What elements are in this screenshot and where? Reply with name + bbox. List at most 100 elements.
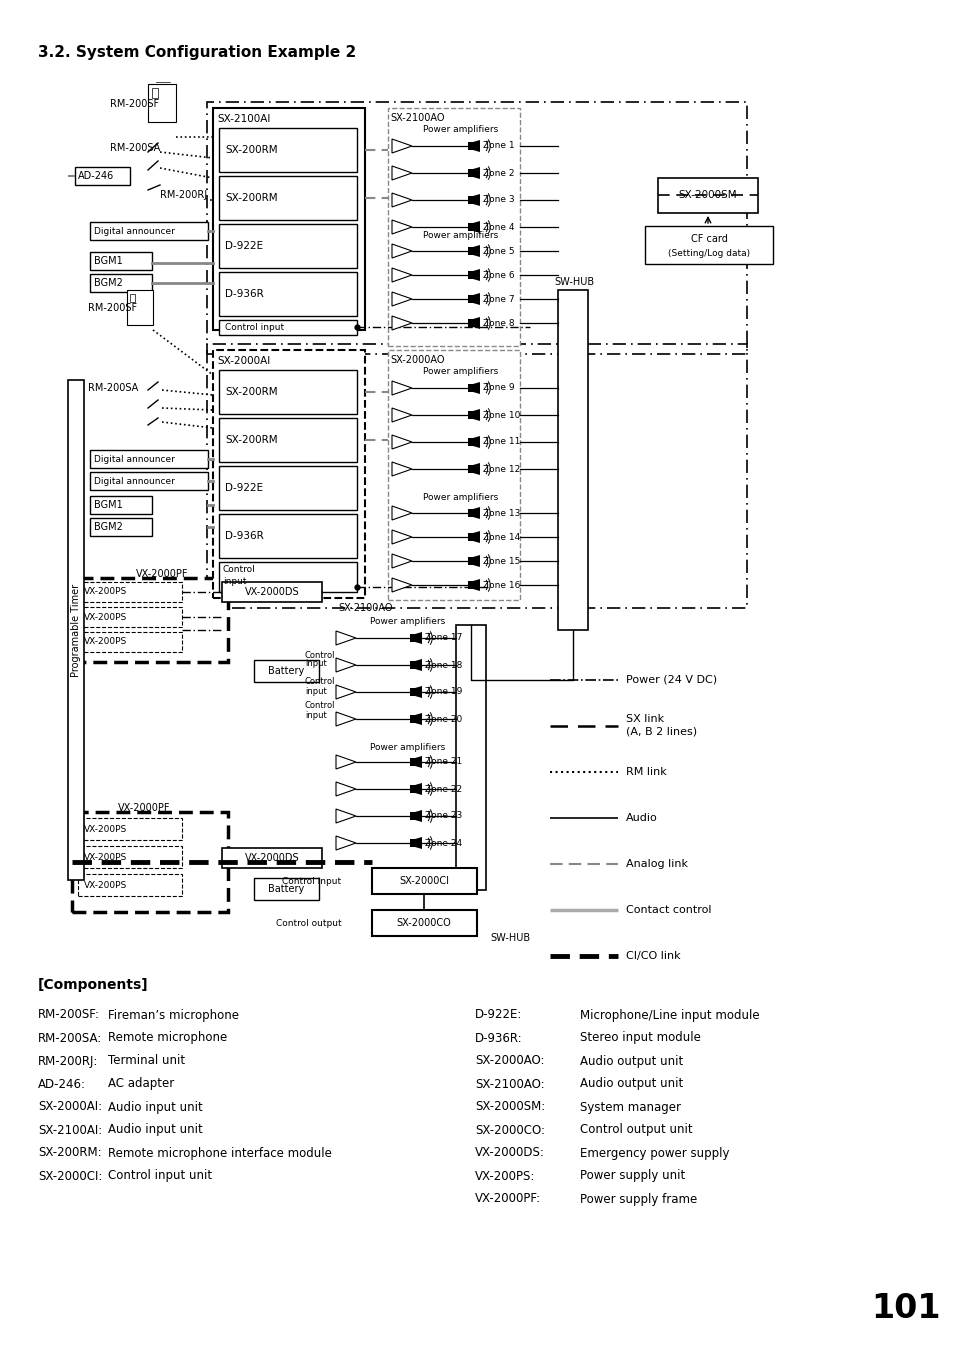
Text: Power amplifiers: Power amplifiers <box>422 231 497 240</box>
Text: AD-246:: AD-246: <box>38 1077 86 1091</box>
Text: D-922E: D-922E <box>225 242 263 251</box>
Text: Microphone/Line input module: Microphone/Line input module <box>579 1008 759 1022</box>
Text: SX-2000CO: SX-2000CO <box>396 918 451 927</box>
Text: Control output: Control output <box>275 918 341 927</box>
Text: Battery: Battery <box>268 666 304 676</box>
Text: RM-200SA: RM-200SA <box>110 143 160 153</box>
Bar <box>222 582 322 602</box>
Text: input: input <box>305 660 327 668</box>
Bar <box>148 84 175 122</box>
Text: Terminal unit: Terminal unit <box>108 1054 185 1068</box>
Text: BGM2: BGM2 <box>94 278 123 288</box>
Polygon shape <box>392 316 412 329</box>
Text: VX-2000DS: VX-2000DS <box>244 853 299 863</box>
Polygon shape <box>415 686 421 698</box>
Text: SX-2100AI:: SX-2100AI: <box>38 1123 102 1137</box>
Polygon shape <box>473 167 479 180</box>
Bar <box>90 518 152 536</box>
Text: D-922E:: D-922E: <box>475 1008 522 1022</box>
Text: Audio input unit: Audio input unit <box>108 1123 203 1137</box>
Text: Zone 13: Zone 13 <box>482 509 519 517</box>
Bar <box>468 383 473 392</box>
Polygon shape <box>335 809 355 824</box>
Bar <box>213 350 365 598</box>
Text: SX-200RM:: SX-200RM: <box>38 1146 102 1160</box>
Text: CI/CO link: CI/CO link <box>625 950 679 961</box>
Bar <box>468 580 473 589</box>
Text: Zone 14: Zone 14 <box>482 532 519 541</box>
Polygon shape <box>473 244 479 256</box>
Text: Power amplifiers: Power amplifiers <box>422 126 497 135</box>
Text: 3.2. System Configuration Example 2: 3.2. System Configuration Example 2 <box>38 45 355 59</box>
Polygon shape <box>335 684 355 699</box>
Text: Stereo input module: Stereo input module <box>579 1031 700 1045</box>
Text: SX-2000CI: SX-2000CI <box>398 876 449 886</box>
Bar <box>219 128 356 171</box>
Bar <box>410 716 415 724</box>
Polygon shape <box>473 293 479 305</box>
Polygon shape <box>473 140 479 153</box>
Text: VX-200PS: VX-200PS <box>84 880 127 890</box>
Text: Power amplifiers: Power amplifiers <box>370 617 445 626</box>
Polygon shape <box>473 221 479 234</box>
Text: Control input: Control input <box>282 876 341 886</box>
Polygon shape <box>392 462 412 477</box>
Text: Zone 2: Zone 2 <box>482 169 514 177</box>
Bar <box>468 296 473 302</box>
Bar <box>468 271 473 279</box>
Text: D-936R: D-936R <box>225 289 263 298</box>
Bar <box>410 662 415 670</box>
Polygon shape <box>415 783 421 795</box>
Text: AD-246: AD-246 <box>78 171 114 181</box>
Polygon shape <box>392 292 412 306</box>
Text: Fireman’s microphone: Fireman’s microphone <box>108 1008 239 1022</box>
Text: (A, B 2 lines): (A, B 2 lines) <box>625 728 697 737</box>
Polygon shape <box>392 244 412 258</box>
Text: Audio output unit: Audio output unit <box>579 1077 682 1091</box>
Text: Control: Control <box>305 702 335 710</box>
Bar <box>468 319 473 327</box>
Text: System manager: System manager <box>579 1100 680 1114</box>
Bar <box>78 873 182 896</box>
Text: Digital announcer: Digital announcer <box>94 477 174 486</box>
Bar <box>468 533 473 541</box>
Polygon shape <box>392 578 412 593</box>
Polygon shape <box>392 220 412 234</box>
Text: Zone 16: Zone 16 <box>482 580 519 590</box>
Text: SX-2000CI:: SX-2000CI: <box>38 1169 102 1183</box>
Polygon shape <box>335 711 355 726</box>
Text: Zone 24: Zone 24 <box>424 838 461 848</box>
Text: Control: Control <box>305 678 335 687</box>
Text: Programable Timer: Programable Timer <box>71 583 81 676</box>
Text: Zone 23: Zone 23 <box>424 811 462 821</box>
Polygon shape <box>392 139 412 153</box>
Polygon shape <box>473 508 479 518</box>
Bar <box>219 176 356 220</box>
Text: Audio: Audio <box>625 813 657 823</box>
Bar <box>219 466 356 510</box>
Bar <box>219 370 356 414</box>
Bar <box>468 223 473 231</box>
Polygon shape <box>392 506 412 520</box>
Text: SX-2000CO:: SX-2000CO: <box>475 1123 544 1137</box>
Bar <box>558 290 587 630</box>
Text: CF card: CF card <box>690 234 727 244</box>
Bar <box>468 464 473 472</box>
Text: RM-200SA:: RM-200SA: <box>38 1031 102 1045</box>
Text: RM-200RJ: RM-200RJ <box>160 190 207 200</box>
Polygon shape <box>392 554 412 568</box>
Text: D-936R:: D-936R: <box>475 1031 522 1045</box>
Text: Power supply frame: Power supply frame <box>579 1192 697 1206</box>
Text: Zone 11: Zone 11 <box>482 437 519 447</box>
Text: SX-2100AO:: SX-2100AO: <box>475 1077 544 1091</box>
Bar <box>78 632 182 652</box>
Text: Remote microphone interface module: Remote microphone interface module <box>108 1146 332 1160</box>
Text: Digital announcer: Digital announcer <box>94 227 174 235</box>
Text: Power amplifiers: Power amplifiers <box>422 494 497 502</box>
Text: (Setting/Log data): (Setting/Log data) <box>667 248 749 258</box>
Text: SX-200RM: SX-200RM <box>225 435 277 446</box>
Polygon shape <box>392 381 412 396</box>
Polygon shape <box>473 382 479 394</box>
Polygon shape <box>473 194 479 207</box>
Bar <box>213 108 365 329</box>
